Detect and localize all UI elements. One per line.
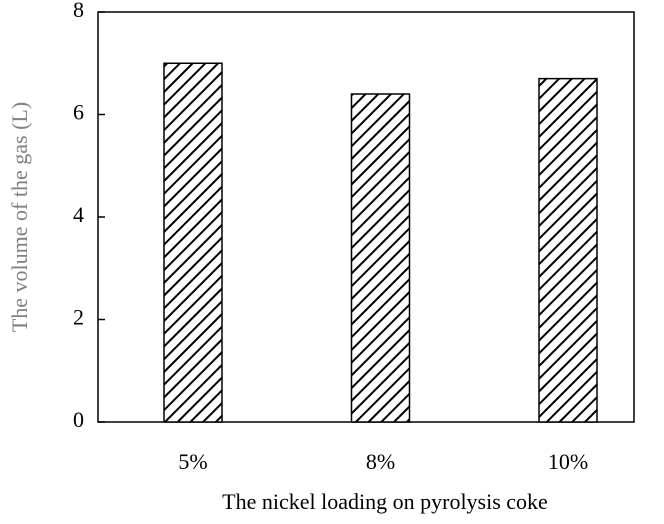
y-tick-label: 8 [73,0,84,22]
bar [350,93,411,423]
x-axis-label: The nickel loading on pyrolysis coke [222,489,548,514]
y-tick-label: 4 [73,202,84,227]
y-tick-label: 0 [73,407,84,432]
y-tick-label: 2 [73,305,84,330]
bar [163,62,223,423]
bar [538,77,598,423]
y-tick-label: 6 [73,100,84,125]
y-axis-label: The volume of the gas (L) [7,102,32,332]
x-tick-label: 10% [548,449,588,474]
x-tick-label: 5% [178,449,207,474]
x-tick-label: 8% [366,449,395,474]
